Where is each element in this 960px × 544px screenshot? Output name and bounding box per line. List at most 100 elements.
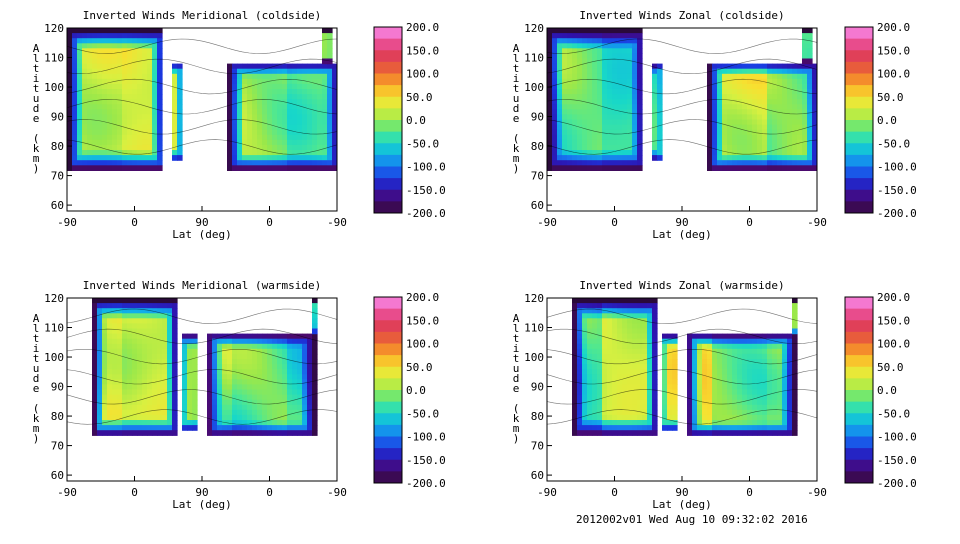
- contour-cell: [117, 53, 123, 60]
- contour-cell: [122, 109, 128, 115]
- contour-cell: [572, 414, 578, 421]
- contour-cell: [567, 109, 573, 115]
- contour-cell: [82, 83, 88, 90]
- contour-cell: [642, 343, 648, 350]
- contour-cell: [727, 144, 733, 151]
- contour-cell: [662, 379, 668, 385]
- y-axis-label-char: d: [33, 102, 40, 115]
- contour-cell: [547, 139, 553, 146]
- contour-cell: [322, 109, 328, 115]
- contour-cell: [307, 124, 313, 131]
- contour-cell: [107, 364, 113, 370]
- contour-cell: [172, 338, 178, 345]
- contour-cell: [672, 404, 678, 411]
- contour-cell: [237, 99, 243, 105]
- contour-cell: [97, 328, 103, 335]
- contour-cell: [157, 68, 163, 75]
- contour-cell: [702, 414, 708, 421]
- contour-cell: [157, 43, 163, 49]
- contour-cell: [652, 384, 658, 391]
- contour-cell: [637, 83, 643, 90]
- contour-cell: [617, 308, 623, 314]
- contour-cell: [617, 129, 623, 136]
- contour-cell: [107, 155, 113, 161]
- y-axis-label-char: (: [33, 132, 40, 145]
- contour-cell: [112, 160, 118, 166]
- contour-cell: [132, 303, 138, 309]
- contour-cell: [257, 63, 263, 70]
- contour-cell: [792, 78, 798, 85]
- contour-cell: [552, 134, 558, 141]
- contour-cell: [782, 369, 788, 375]
- contour-cell: [282, 384, 288, 391]
- contour-cell: [277, 364, 283, 370]
- contour-cell: [582, 394, 588, 401]
- contour-cell: [572, 78, 578, 85]
- contour-cell: [657, 155, 663, 161]
- x-tick-label: 90: [675, 216, 688, 229]
- contour-cell: [282, 160, 288, 166]
- contour-cell: [632, 369, 638, 375]
- contour-cell: [307, 78, 313, 85]
- contour-cell: [687, 364, 693, 370]
- contour-cell: [167, 338, 173, 345]
- contour-cell: [777, 430, 783, 436]
- contour-cell: [237, 78, 243, 85]
- contour-cell: [632, 425, 638, 431]
- contour-cell: [132, 384, 138, 391]
- contour-cell: [137, 308, 143, 314]
- contour-cell: [592, 109, 598, 115]
- contour-cell: [772, 399, 778, 406]
- contour-cell: [602, 343, 608, 350]
- contour-cell: [572, 369, 578, 375]
- contour-cell: [167, 404, 173, 411]
- y-axis-label-char: A: [513, 312, 520, 325]
- contour-cell: [612, 155, 618, 161]
- contour-cell: [132, 165, 138, 171]
- contour-cell: [652, 414, 658, 421]
- contour-cell: [132, 73, 138, 80]
- contour-cell: [607, 73, 613, 80]
- contour-cell: [232, 353, 238, 360]
- contour-cell: [627, 308, 633, 314]
- contour-cell: [267, 150, 273, 156]
- contour-cell: [107, 68, 113, 75]
- contour-cell: [97, 119, 103, 126]
- contour-cell: [647, 374, 653, 380]
- contour-cell: [597, 104, 603, 110]
- contour-cell: [767, 99, 773, 105]
- y-tick-label: 80: [51, 140, 64, 153]
- contour-cell: [587, 68, 593, 75]
- contour-cell: [192, 333, 198, 340]
- contour-cell: [802, 134, 808, 141]
- contour-cell: [607, 389, 613, 396]
- contour-cell: [302, 83, 308, 90]
- contour-cell: [742, 165, 748, 171]
- colorbar-tick-label: 150.0: [406, 44, 439, 57]
- contour-cell: [637, 119, 643, 126]
- contour-cell: [732, 333, 738, 340]
- contour-cell: [307, 104, 313, 110]
- contour-cell: [307, 374, 313, 380]
- contour-cell: [302, 119, 308, 126]
- contour-cell: [772, 338, 778, 345]
- contour-cell: [107, 73, 113, 80]
- contour-cell: [252, 348, 258, 355]
- contour-cell: [232, 68, 238, 75]
- contour-cell: [232, 114, 238, 121]
- contour-cell: [302, 399, 308, 406]
- contour-cell: [322, 119, 328, 126]
- contour-cell: [87, 160, 93, 166]
- contour-cell: [82, 28, 88, 34]
- contour-cell: [92, 425, 98, 431]
- contour-cell: [667, 394, 673, 401]
- contour-cell: [247, 68, 253, 75]
- contour-cell: [632, 343, 638, 350]
- y-axis-label-char: e: [513, 382, 520, 395]
- contour-cell: [717, 399, 723, 406]
- colorbar-frame: [844, 296, 874, 484]
- contour-cell: [227, 414, 233, 421]
- contour-cell: [602, 83, 608, 90]
- contour-cell: [717, 73, 723, 80]
- contour-cell: [632, 333, 638, 340]
